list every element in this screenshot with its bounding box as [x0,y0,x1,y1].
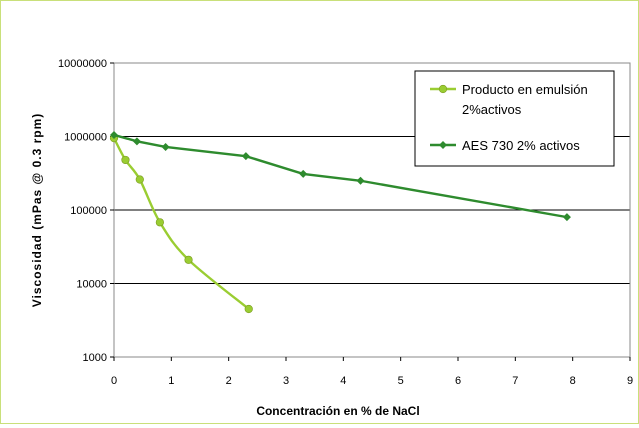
x-axis-title: Concentración en % de NaCl [256,404,419,418]
x-tick-label: 2 [226,375,232,387]
data-point [299,169,308,178]
x-tick-label: 7 [512,375,518,387]
x-tick-label: 3 [283,375,289,387]
data-point [184,255,193,264]
y-tick-label: 1000 [83,352,107,364]
legend-swatch-marker [438,84,448,94]
series-group [109,130,571,314]
x-tick-label: 9 [627,375,633,387]
y-axis-ticks: 1000 10000 100000 1000000 10000000 [58,58,114,364]
legend-label: AES 730 2% activos [462,138,580,153]
data-point [110,130,118,139]
legend-label: Producto en emulsión [462,82,588,97]
data-point [132,137,141,146]
data-point [135,175,144,184]
x-tick-label: 6 [455,375,461,387]
data-point [356,176,365,185]
data-point [241,152,250,161]
legend-label: 2%activos [462,102,522,117]
x-axis-ticks: 0 1 2 3 4 5 6 7 8 9 [111,357,633,387]
data-point [244,304,253,314]
x-tick-label: 0 [111,375,117,387]
y-tick-label: 10000000 [58,58,107,70]
x-tick-label: 4 [340,375,346,387]
y-tick-label: 100000 [70,205,107,217]
legend-swatch-marker [439,141,447,149]
legend: Producto en emulsión 2%activos AES 730 2% … [414,70,615,167]
data-point [155,218,164,227]
data-point [161,142,170,151]
y-axis-title: Viscosidad (mPas @ 0.3 rpm) [30,113,44,308]
y-tick-label: 1000000 [64,132,107,144]
x-tick-label: 5 [398,375,404,387]
legend-box [414,70,615,167]
series-1 [109,134,253,314]
data-point [121,155,130,165]
data-point [562,213,571,222]
x-tick-label: 1 [168,375,174,387]
series-2 [110,130,571,222]
y-tick-label: 10000 [76,279,107,291]
x-tick-label: 8 [570,375,576,387]
